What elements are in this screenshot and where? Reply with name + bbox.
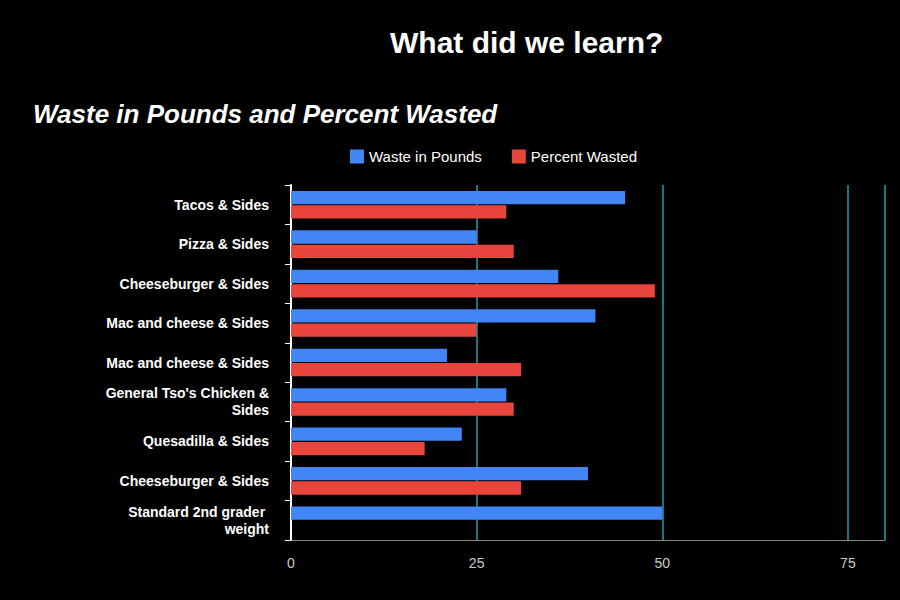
svg-text:Waste in Pounds: Waste in Pounds	[369, 148, 482, 165]
svg-text:Pizza & Sides: Pizza & Sides	[179, 236, 269, 252]
svg-text:Standard 2nd grader: Standard 2nd grader	[128, 504, 269, 520]
svg-text:Sides: Sides	[228, 402, 269, 418]
svg-text:75: 75	[840, 555, 856, 571]
svg-text:0: 0	[287, 555, 295, 571]
svg-text:Cheeseburger & Sides: Cheeseburger & Sides	[120, 276, 270, 292]
svg-text:Mac and cheese & Sides: Mac and cheese & Sides	[106, 315, 269, 331]
svg-text:What did we learn?: What did we learn?	[390, 26, 663, 59]
svg-text:Percent Wasted: Percent Wasted	[531, 148, 637, 165]
svg-text:25: 25	[469, 555, 485, 571]
svg-text:General Tso's Chicken &: General Tso's Chicken &	[106, 385, 269, 401]
svg-text:Quesadilla & Sides: Quesadilla & Sides	[143, 433, 269, 449]
svg-text:weight: weight	[224, 521, 270, 537]
svg-text:Cheeseburger & Sides: Cheeseburger & Sides	[120, 473, 270, 489]
svg-text:Mac and cheese & Sides: Mac and cheese & Sides	[106, 355, 269, 371]
svg-text:Waste in Pounds and Percent Wa: Waste in Pounds and Percent Wasted	[33, 99, 498, 129]
svg-text:Tacos & Sides: Tacos & Sides	[174, 197, 269, 213]
svg-text:50: 50	[654, 555, 670, 571]
